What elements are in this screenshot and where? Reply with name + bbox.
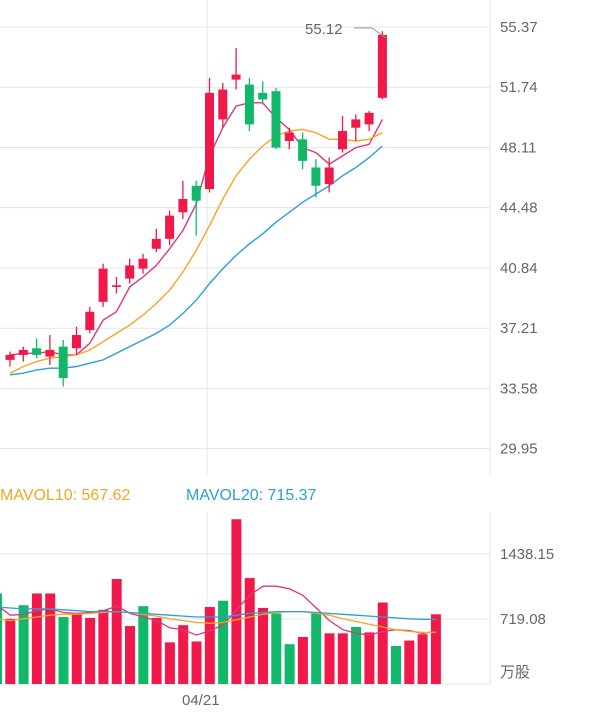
max-price-label: 55.12 (305, 21, 343, 38)
max-price-marker: 55.12 (305, 21, 387, 39)
candle-body (5, 354, 15, 360)
candle-body (244, 84, 254, 125)
price-tick-label: 44.48 (500, 200, 538, 217)
candle-body (18, 349, 28, 355)
price-tick-label: 40.84 (500, 260, 538, 277)
price-tick-label: 33.58 (500, 380, 538, 397)
candle-body (205, 92, 214, 190)
candle-body (311, 167, 321, 186)
volume-bar (5, 618, 16, 684)
price-ma-line (9, 128, 383, 374)
volume-bar (204, 607, 215, 684)
volume-bar (164, 642, 175, 684)
volume-bar (337, 633, 348, 684)
volume-bar (284, 644, 295, 684)
candle-body (165, 215, 175, 239)
volume-bar (71, 613, 82, 684)
volume-bar (364, 632, 375, 684)
volume-bar (404, 640, 415, 684)
candle-body (231, 74, 241, 80)
candle-body (98, 268, 108, 302)
price-ma-lines (9, 102, 384, 376)
volume-bar (18, 605, 29, 684)
candle-body (364, 112, 374, 125)
candle-body (191, 185, 201, 201)
price-tick-label: 37.21 (500, 320, 538, 337)
volume-bar (125, 626, 135, 684)
volume-tick-label: 1438.15 (500, 546, 554, 563)
grid-lines (0, 0, 491, 476)
volume-bar (258, 607, 268, 684)
candle-body (338, 131, 347, 150)
volume-bar (45, 593, 56, 684)
volume-bar (138, 606, 149, 684)
volume-ma-line (0, 585, 436, 636)
price-tick-label: 51.74 (500, 79, 538, 96)
candle-body (138, 258, 148, 269)
volume-bar (297, 636, 308, 684)
candle-body (125, 265, 135, 279)
volume-bar (271, 613, 282, 684)
candle-body (72, 335, 81, 349)
volume-bars (0, 519, 441, 684)
volume-tick-label: 719.08 (500, 611, 546, 628)
price-axis: 55.37 51.74 48.11 44.48 40.84 37.21 33.58 29.95 (500, 19, 538, 458)
volume-bar (31, 593, 42, 684)
candle-body (45, 349, 55, 357)
legend-mavol20: MAVOL20: 715.37 (186, 487, 317, 504)
volume-bar (244, 578, 255, 684)
candle-body (85, 311, 95, 331)
volume-bar (391, 645, 401, 684)
candle-body (271, 91, 281, 148)
candle-body (284, 132, 294, 141)
volume-legend: MAVOL10: 567.62 MAVOL20: 715.37 (0, 487, 317, 504)
candle-body (377, 34, 387, 98)
price-ma-line (9, 145, 383, 376)
legend-mavol10: MAVOL10: 567.62 (0, 487, 131, 504)
candle-body (178, 199, 188, 213)
volume-bar (351, 626, 362, 684)
candle-body (58, 346, 68, 379)
volume-bar (58, 617, 69, 684)
volume-bar (231, 519, 242, 684)
volume-bar (98, 609, 109, 684)
volume-bar (430, 614, 441, 684)
max-price-leader (354, 27, 387, 39)
volume-axis: 万股 1438.15 719.08 (500, 546, 554, 681)
volume-bar (85, 617, 96, 684)
price-tick-label: 55.37 (500, 19, 538, 36)
volume-bar (218, 600, 229, 684)
volume-bar (111, 578, 122, 684)
candle-body (111, 285, 121, 287)
candle-body (258, 92, 268, 100)
candle-body (151, 238, 161, 249)
price-tick-label: 48.11 (500, 139, 536, 156)
candlesticks (5, 31, 387, 387)
volume-ma-line (0, 610, 436, 634)
volume-bar (0, 593, 2, 684)
volume-bar (178, 625, 189, 684)
volume-unit-label: 万股 (500, 664, 530, 681)
volume-bar (191, 641, 202, 684)
candle-body (324, 167, 334, 185)
volume-bar (377, 602, 388, 684)
candle-body (298, 139, 308, 161)
x-axis-date-label: 04/21 (182, 692, 220, 709)
candle-body (32, 348, 42, 355)
candle-body (351, 119, 361, 128)
price-tick-label: 29.95 (500, 441, 538, 458)
volume-bar (324, 633, 335, 684)
volume-bar (417, 634, 428, 684)
volume-bar (311, 613, 322, 684)
volume-bar (151, 617, 162, 684)
volume-ma-line (0, 606, 436, 620)
volume-ma-lines (0, 585, 436, 636)
candle-body (218, 89, 228, 120)
